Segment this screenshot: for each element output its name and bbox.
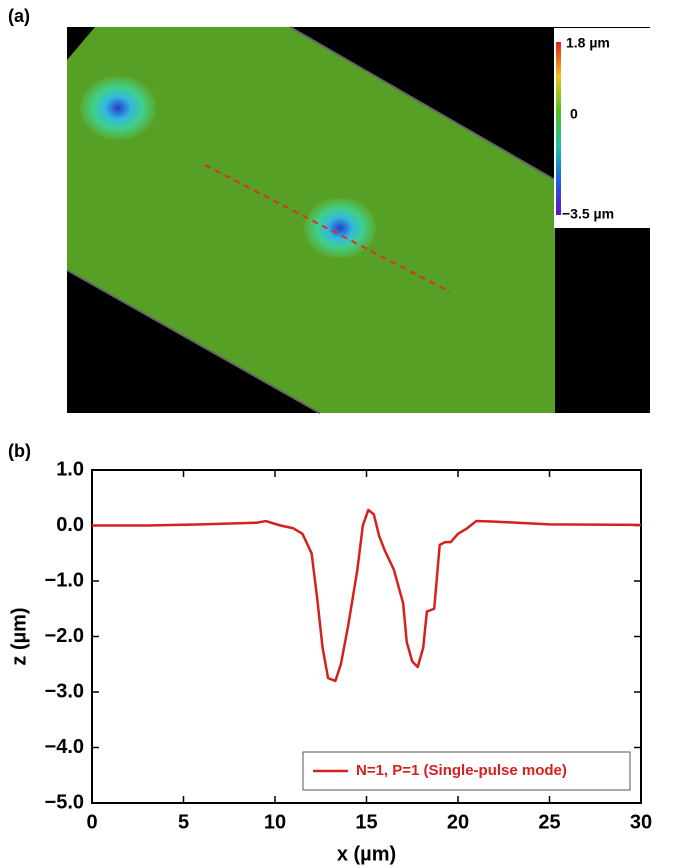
y-tick-label: 1.0 xyxy=(56,458,84,480)
crater xyxy=(304,198,376,258)
x-tick-label: 20 xyxy=(447,811,469,833)
x-tick-label: 25 xyxy=(538,811,560,833)
y-tick-label: −5.0 xyxy=(45,791,84,813)
data-line xyxy=(92,508,642,683)
panel-label: (a) xyxy=(8,6,30,26)
x-axis-title: x (µm) xyxy=(337,843,396,865)
y-axis-title: z (µm) xyxy=(8,607,30,665)
y-tick-label: −3.0 xyxy=(45,680,84,702)
x-tick-label: 10 xyxy=(264,811,286,833)
panel-label: (b) xyxy=(8,441,31,461)
y-tick-label: −1.0 xyxy=(45,569,84,591)
legend-box xyxy=(302,751,631,791)
crater xyxy=(80,76,156,140)
edge xyxy=(66,269,321,414)
colorbar-label: 1.8 µm xyxy=(566,35,610,51)
legend-label: N=1, P=1 (Single-pulse mode) xyxy=(356,762,567,779)
x-tick-label: 0 xyxy=(86,811,97,833)
profile-line xyxy=(204,164,451,293)
x-tick-label: 15 xyxy=(355,811,377,833)
colorbar-box xyxy=(554,28,650,228)
y-tick-label: −2.0 xyxy=(45,625,84,647)
plot: 0 5 10 15 20 25 30 −5.0 −4.0 −3.0 −2.0 −1.0 0.0 1.0 x … xyxy=(8,458,652,865)
colorbar xyxy=(556,42,561,215)
colorbar-label: −3.5 µm xyxy=(562,206,614,222)
y-tick-label: 0.0 xyxy=(56,514,84,536)
edge xyxy=(289,26,556,181)
x-tick-label: 5 xyxy=(178,811,189,833)
colorbar-label: 0 xyxy=(570,106,578,122)
x-tick-label: 30 xyxy=(630,811,652,833)
y-tick-label: −4.0 xyxy=(45,736,84,758)
